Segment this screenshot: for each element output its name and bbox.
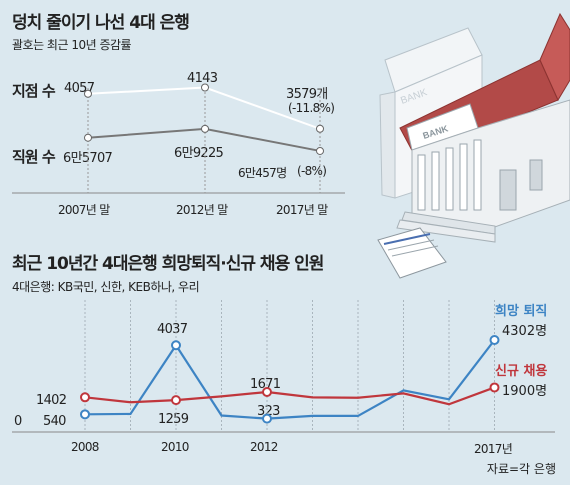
chart2-x-tick-2008: 2008 <box>71 440 99 454</box>
chart1-point <box>84 89 92 98</box>
chart2-title: 최근 10년간 4대은행 희망퇴직·신규 채용 인원 <box>12 254 324 274</box>
branch-change: (-11.8%) <box>288 101 335 115</box>
chart2-point <box>171 395 181 406</box>
source-note: 자료=각 은행 <box>486 462 556 476</box>
chart1-plot <box>12 83 345 194</box>
chart2-x-tick-2012: 2012 <box>250 440 278 454</box>
chart2-point <box>262 413 272 424</box>
chart2-point <box>171 340 181 351</box>
staff-count-label: 직원 수 <box>12 148 56 166</box>
branch-count-label: 지점 수 <box>12 82 56 100</box>
chart2-point <box>489 335 500 345</box>
branch-2012-value: 4143 <box>187 71 218 86</box>
chart1-x-tick-2012: 2012년 말 <box>176 203 228 217</box>
branch-2017-value: 3579개 <box>286 87 328 102</box>
chart1-point <box>316 124 324 133</box>
retire-2010-label: 4037 <box>157 322 188 337</box>
chart2-x-tick-2010: 2010 <box>161 440 189 454</box>
chart1-x-tick-2017: 2017년 말 <box>276 203 328 217</box>
retire-end-value: 4302명 <box>502 324 548 339</box>
chart2-x-tick-2017: 2017년 <box>474 442 513 456</box>
chart1-point <box>201 124 209 133</box>
chart1-x-tick-2007: 2007년 말 <box>58 203 110 217</box>
chart2-plot <box>12 300 555 433</box>
chart2-point <box>489 382 500 393</box>
hire-end-value: 1900명 <box>502 384 548 399</box>
chart1-series-line <box>87 86 321 130</box>
chart1-point <box>316 146 324 155</box>
retire-2012-label: 323 <box>257 404 280 419</box>
retire-2008-label: 540 <box>43 414 66 429</box>
chart2-point <box>80 392 90 403</box>
retire-series-name: 희망 퇴직 <box>495 304 548 319</box>
staff-2007-value: 6만5707 <box>63 151 113 166</box>
hire-2010-label: 1259 <box>158 412 189 427</box>
staff-2012-value: 6만9225 <box>174 146 224 161</box>
chart2-point <box>262 386 272 397</box>
hire-2008-label: 1402 <box>36 393 67 408</box>
chart2-point <box>80 409 90 420</box>
chart1-subtitle: 괄호는 최근 10년 증감률 <box>12 38 132 52</box>
hire-2012-label: 1671 <box>250 377 281 392</box>
chart2-series-line <box>84 339 496 420</box>
y-zero-label: 0 <box>14 414 22 429</box>
chart2-subtitle: 4대은행: KB국민, 신한, KEB하나, 우리 <box>12 280 200 294</box>
staff-2017-value: 6만457명 <box>238 166 287 180</box>
staff-change: (-8%) <box>297 164 327 178</box>
hire-series-name: 신규 채용 <box>495 364 548 379</box>
chart1-title: 덩치 줄이기 나선 4대 은행 <box>12 13 190 33</box>
chart1-point <box>201 83 209 92</box>
chart1-point <box>84 133 92 142</box>
chart2-series-line <box>84 386 495 406</box>
bank-illustration: BANK BANK <box>377 12 570 279</box>
